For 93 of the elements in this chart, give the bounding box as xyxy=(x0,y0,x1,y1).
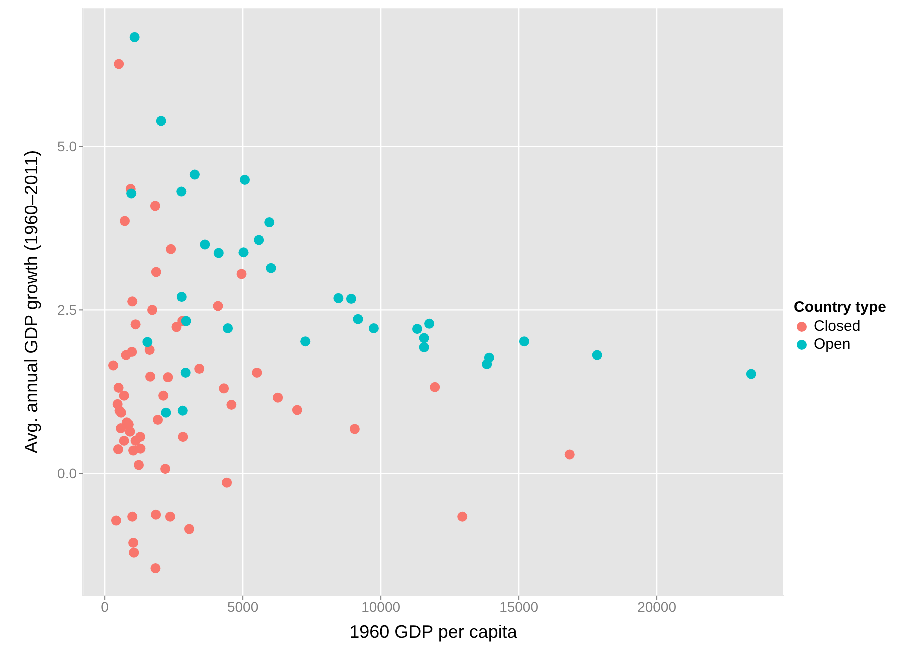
point xyxy=(292,405,302,416)
point xyxy=(119,436,130,446)
point xyxy=(165,512,176,522)
point xyxy=(147,305,158,316)
y-tick-label: 5.0 xyxy=(58,138,78,155)
point xyxy=(353,314,364,324)
point xyxy=(161,408,172,418)
point xyxy=(130,436,141,446)
x-tick-label: 0 xyxy=(101,598,110,615)
point xyxy=(240,175,250,186)
point xyxy=(128,296,138,307)
legend-label: Closed xyxy=(814,318,861,336)
point xyxy=(158,390,169,401)
point xyxy=(200,240,210,250)
point xyxy=(300,336,311,347)
point xyxy=(178,406,188,416)
point xyxy=(136,444,146,454)
point xyxy=(127,347,138,358)
point xyxy=(564,450,575,460)
point xyxy=(114,59,124,70)
point xyxy=(166,244,176,254)
point xyxy=(219,384,230,394)
legend-label: Open xyxy=(814,336,851,354)
legend-title: Country type xyxy=(794,298,888,316)
point xyxy=(592,350,602,360)
point xyxy=(266,263,276,274)
point xyxy=(176,292,187,302)
point xyxy=(156,116,166,126)
x-tick-label: 15000 xyxy=(500,598,539,615)
point xyxy=(346,294,356,304)
point xyxy=(746,369,756,380)
x-tick-label: 10000 xyxy=(362,598,401,615)
point xyxy=(116,424,126,434)
point xyxy=(184,524,194,534)
point xyxy=(163,372,174,383)
point xyxy=(222,478,232,488)
point xyxy=(153,415,164,426)
point xyxy=(144,345,155,356)
point xyxy=(368,323,379,334)
point xyxy=(160,464,171,474)
point xyxy=(273,392,284,403)
point xyxy=(214,248,224,258)
point xyxy=(176,186,187,197)
point xyxy=(430,382,440,392)
point xyxy=(482,359,492,370)
point xyxy=(128,512,138,522)
point xyxy=(226,400,237,410)
point xyxy=(190,170,200,180)
point xyxy=(128,538,139,548)
point xyxy=(114,383,124,394)
point xyxy=(130,32,140,42)
point xyxy=(236,269,247,280)
point xyxy=(134,460,144,470)
point xyxy=(142,337,153,348)
point xyxy=(412,324,422,334)
point xyxy=(151,267,162,278)
point xyxy=(254,235,264,246)
point xyxy=(150,201,160,212)
point xyxy=(130,320,141,330)
point xyxy=(264,218,275,228)
point xyxy=(238,248,249,258)
point xyxy=(129,548,140,558)
y-tick-label: 2.5 xyxy=(58,302,78,318)
y-axis-title: Avg. annual GDP growth (1960–2011) xyxy=(21,150,42,454)
x-axis-title: 1960 GDP per capita xyxy=(350,622,518,642)
point xyxy=(458,512,468,522)
point xyxy=(108,360,119,371)
point xyxy=(119,390,130,401)
point xyxy=(334,293,344,304)
point xyxy=(111,516,122,526)
point xyxy=(252,368,262,378)
point xyxy=(172,322,182,332)
x-tick-label: 20000 xyxy=(638,598,677,615)
point xyxy=(178,432,188,442)
point xyxy=(113,444,124,454)
point xyxy=(223,323,234,334)
point xyxy=(419,342,430,352)
point xyxy=(213,301,224,312)
point xyxy=(519,336,530,347)
point xyxy=(419,333,430,344)
point xyxy=(180,368,191,378)
point xyxy=(150,564,161,574)
point xyxy=(125,426,136,437)
y-tick-label: 0.0 xyxy=(58,466,78,482)
point xyxy=(350,424,360,434)
point xyxy=(146,372,156,382)
point xyxy=(181,316,192,326)
point xyxy=(424,318,435,329)
point xyxy=(194,364,205,374)
x-tick-label: 5000 xyxy=(227,598,259,615)
point xyxy=(120,216,130,226)
point xyxy=(151,510,162,520)
point xyxy=(126,188,137,199)
